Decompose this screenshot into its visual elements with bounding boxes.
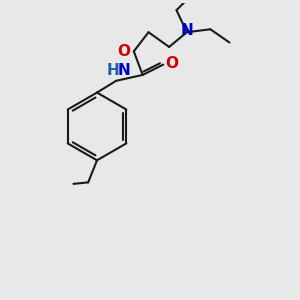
- Text: N: N: [180, 23, 193, 38]
- Text: H: H: [107, 63, 119, 78]
- Text: N: N: [118, 63, 130, 78]
- Text: O: O: [166, 56, 178, 70]
- Text: O: O: [117, 44, 130, 59]
